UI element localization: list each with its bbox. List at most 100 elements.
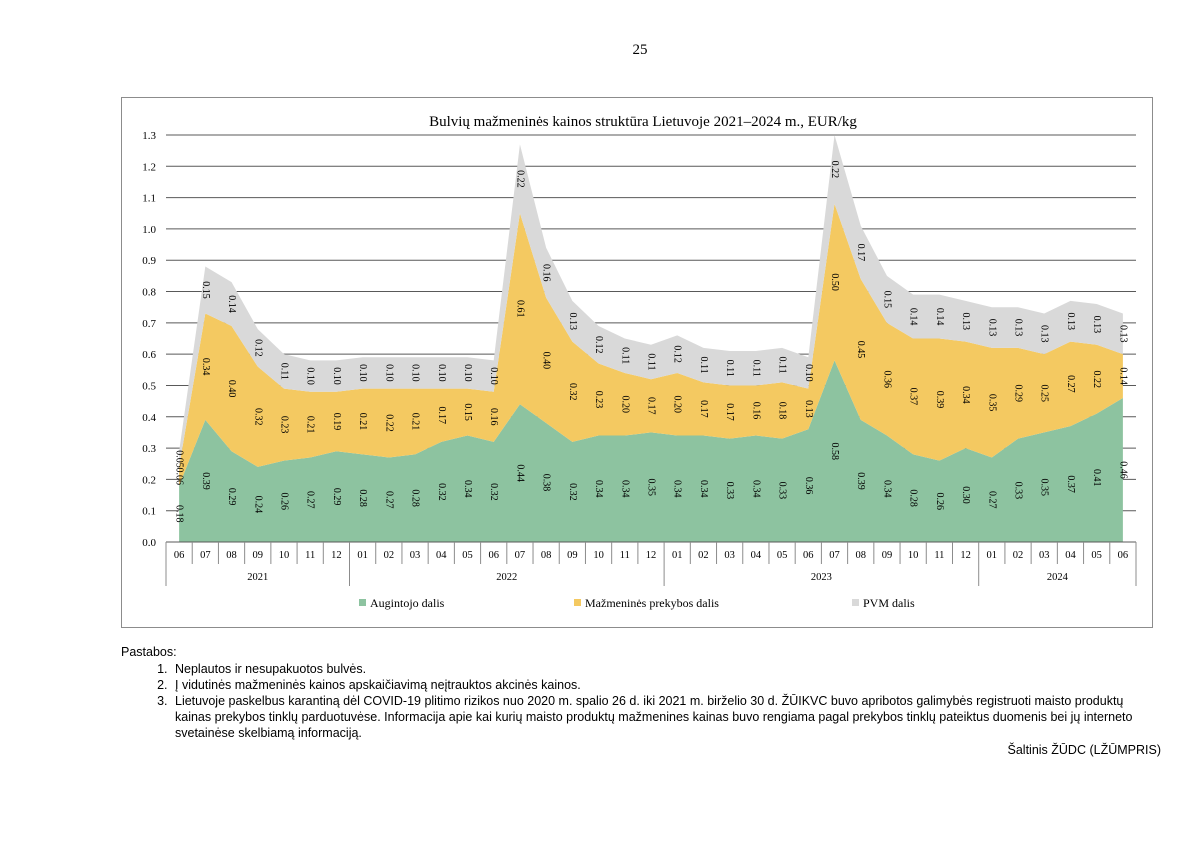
x-tick-label: 07	[829, 550, 840, 561]
data-label-augintojo: 0.38	[541, 474, 552, 492]
x-tick-label: 06	[174, 550, 185, 561]
data-label-augintojo: 0.29	[226, 488, 237, 506]
data-label-pvm: 0.17	[855, 244, 866, 262]
y-tick-label: 1.1	[142, 193, 156, 205]
data-label-augintojo: 0.24	[252, 496, 263, 514]
data-label-prekybos: 0.21	[357, 413, 368, 431]
data-label-prekybos: 0.21	[410, 413, 421, 431]
data-label-prekybos: 0.14	[1117, 367, 1128, 385]
data-label-pvm: 0.11	[698, 357, 709, 374]
data-label-augintojo: 0.27	[383, 491, 394, 509]
note-item-1: Neplautos ir nesupakuotos bulvės.	[171, 661, 1161, 677]
notes-title: Pastabos:	[121, 645, 177, 659]
note-item-3: Lietuvoje paskelbus karantiną dėl COVID-…	[171, 693, 1161, 741]
data-label-prekybos: 0.17	[724, 403, 735, 421]
data-label-prekybos: 0.61	[514, 300, 525, 318]
data-label-prekybos: 0.19	[331, 413, 342, 431]
data-label-pvm: 0.10	[357, 364, 368, 382]
data-label-prekybos: 0.15	[462, 403, 473, 421]
y-tick-label: 1.3	[142, 130, 156, 142]
data-label-pvm: 0.14	[908, 308, 919, 326]
data-label-pvm: 0.10	[410, 364, 421, 382]
data-label-prekybos: 0.13	[803, 400, 814, 418]
data-label-pvm: 0.11	[750, 360, 761, 377]
data-label-augintojo: 0.30	[960, 486, 971, 504]
x-tick-label: 01	[987, 550, 998, 561]
x-tick-label: 07	[515, 550, 526, 561]
data-label-augintojo: 0.35	[1039, 478, 1050, 496]
data-label-pvm: 0.05	[174, 450, 185, 468]
data-label-prekybos: 0.40	[226, 380, 237, 398]
year-label: 2024	[1047, 572, 1069, 583]
data-label-augintojo: 0.58	[829, 442, 840, 460]
x-tick-label: 02	[1013, 550, 1024, 561]
notes-section: Pastabos: Neplautos ir nesupakuotos bulv…	[121, 644, 1161, 758]
data-label-prekybos: 0.34	[200, 358, 211, 376]
data-label-pvm: 0.10	[803, 364, 814, 382]
data-label-augintojo: 0.34	[619, 480, 630, 498]
data-label-pvm: 0.11	[724, 360, 735, 377]
data-label-augintojo: 0.28	[908, 489, 919, 507]
stacked-area-chart: Bulvių mažmeninės kainos struktūra Lietu…	[142, 114, 1137, 610]
legend-label-pvm: PVM dalis	[863, 596, 915, 610]
year-label: 2021	[247, 572, 268, 583]
y-tick-label: 0.6	[142, 349, 156, 361]
x-tick-label: 06	[1118, 550, 1129, 561]
data-label-prekybos: 0.29	[1013, 385, 1024, 403]
data-label-augintojo: 0.34	[462, 480, 473, 498]
legend-swatch-pvm	[852, 599, 859, 606]
data-label-prekybos: 0.18	[777, 402, 788, 420]
data-label-pvm: 0.13	[1039, 325, 1050, 343]
data-label-prekybos: 0.25	[1039, 385, 1050, 403]
x-tick-label: 09	[567, 550, 578, 561]
data-label-augintojo: 0.39	[855, 472, 866, 490]
x-tick-label: 06	[803, 550, 814, 561]
data-label-augintojo: 0.26	[934, 493, 945, 511]
data-label-augintojo: 0.29	[331, 488, 342, 506]
year-label: 2023	[811, 572, 832, 583]
y-tick-label: 0.4	[142, 412, 156, 424]
y-tick-label: 0.0	[142, 537, 156, 549]
chart-title: Bulvių mažmeninės kainos struktūra Lietu…	[429, 114, 857, 130]
data-label-pvm: 0.13	[1013, 319, 1024, 337]
x-tick-label: 04	[436, 550, 447, 561]
data-label-pvm: 0.22	[829, 161, 840, 179]
x-tick-label: 10	[908, 550, 919, 561]
y-axis: 0.0 0.1 0.2 0.3 0.4 0.5 0.6 0.7 0.8 0.9 1.0 1.1 1.2 1…	[142, 130, 156, 549]
x-tick-label: 09	[253, 550, 264, 561]
data-label-pvm: 0.15	[200, 281, 211, 299]
y-tick-label: 1.2	[142, 161, 156, 173]
data-label-prekybos: 0.17	[645, 397, 656, 415]
x-tick-label: 08	[541, 550, 552, 561]
data-label-augintojo: 0.32	[436, 483, 447, 501]
data-label-augintojo: 0.34	[881, 480, 892, 498]
area-series	[179, 135, 1123, 542]
x-tick-label: 11	[305, 550, 315, 561]
x-tick-label: 04	[751, 550, 762, 561]
y-tick-label: 0.2	[142, 474, 156, 486]
data-label-pvm: 0.14	[934, 308, 945, 326]
data-label-augintojo: 0.33	[777, 482, 788, 500]
data-label-pvm: 0.10	[383, 364, 394, 382]
data-label-prekybos: 0.23	[278, 416, 289, 434]
data-label-pvm: 0.11	[278, 363, 289, 380]
data-label-augintojo: 0.34	[672, 480, 683, 498]
data-label-prekybos: 0.39	[934, 391, 945, 409]
data-label-augintojo: 0.26	[278, 493, 289, 511]
x-tick-label: 01	[357, 550, 368, 561]
data-label-augintojo: 0.46	[1117, 461, 1128, 479]
page-number: 25	[632, 42, 648, 58]
x-tick-label: 12	[331, 550, 342, 561]
data-label-prekybos: 0.45	[855, 341, 866, 359]
x-tick-label: 09	[882, 550, 893, 561]
data-label-augintojo: 0.27	[305, 491, 316, 509]
data-label-pvm: 0.16	[541, 264, 552, 282]
x-tick-label: 05	[462, 550, 473, 561]
y-tick-label: 0.9	[142, 255, 156, 267]
data-label-augintojo: 0.27	[986, 491, 997, 509]
data-label-augintojo: 0.37	[1065, 475, 1076, 493]
data-labels: 0.18 0.39 0.29 0.24 0.26 0.27 0.29 0.28 0.27 0.28…	[174, 161, 1129, 523]
data-label-augintojo: 0.18	[174, 505, 185, 523]
data-label-prekybos: 0.36	[881, 370, 892, 388]
data-label-prekybos: 0.06	[174, 467, 185, 485]
